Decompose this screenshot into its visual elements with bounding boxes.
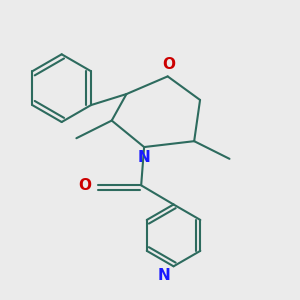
Text: N: N <box>158 268 171 283</box>
Text: O: O <box>78 178 91 193</box>
Text: N: N <box>138 150 151 165</box>
Text: O: O <box>163 57 176 72</box>
